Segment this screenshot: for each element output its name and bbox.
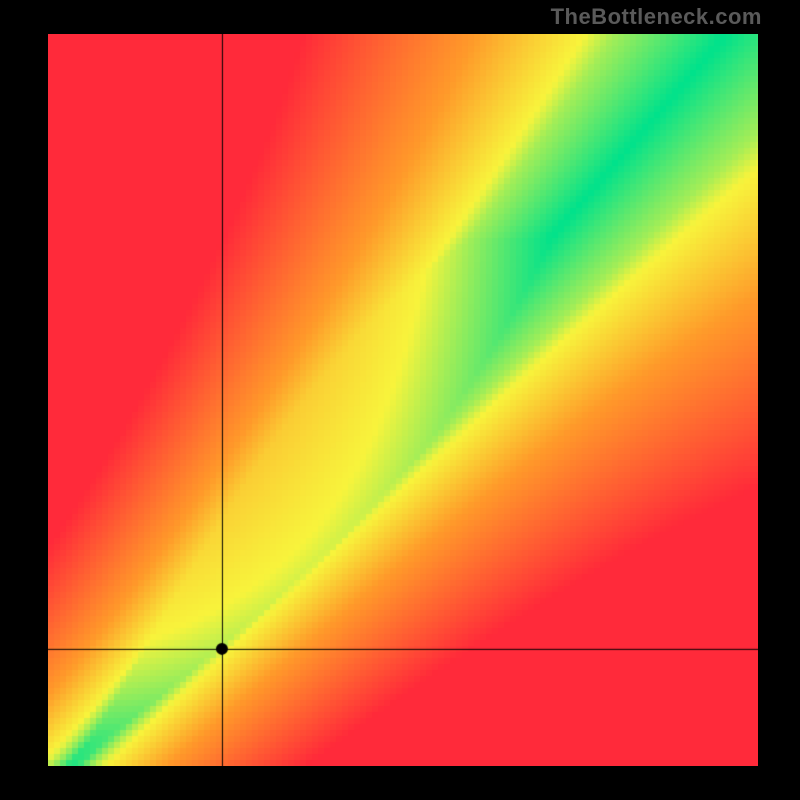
heatmap-plot (48, 34, 758, 766)
attribution-text: TheBottleneck.com (551, 4, 762, 30)
chart-container: TheBottleneck.com (0, 0, 800, 800)
